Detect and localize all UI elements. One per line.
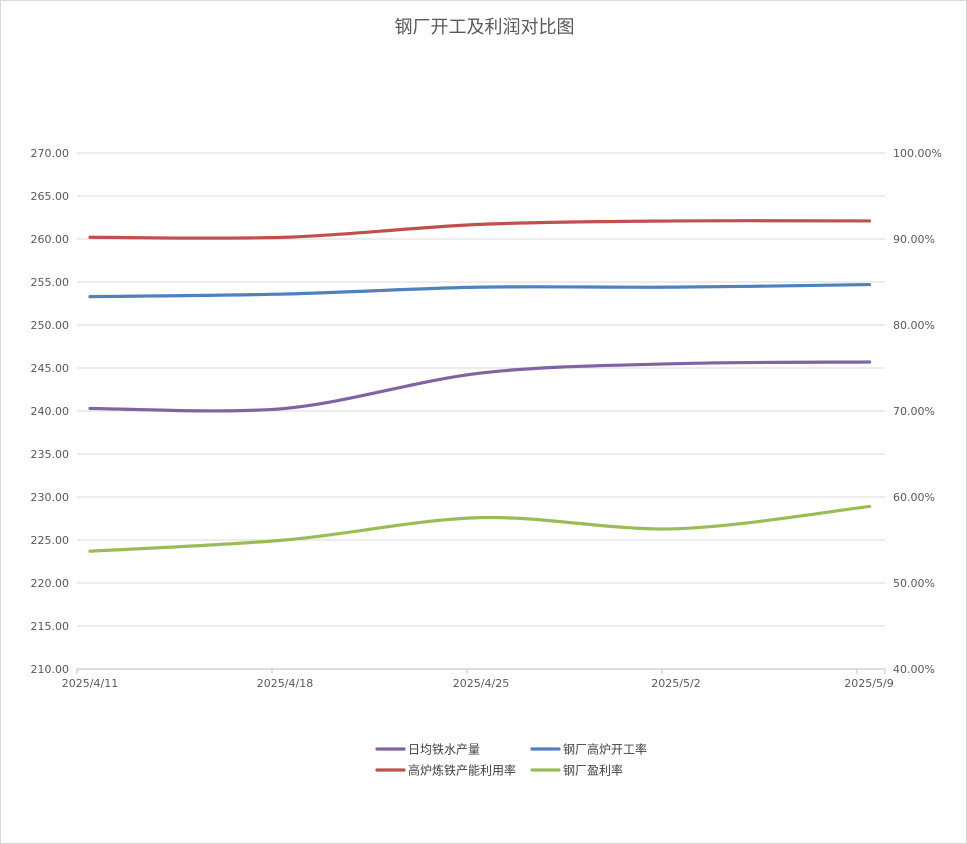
- legend-label: 钢厂盈利率: [563, 763, 623, 778]
- series-line: [88, 282, 872, 299]
- series-line: [88, 219, 872, 240]
- legend-item: 钢厂高炉开工率: [530, 742, 647, 757]
- x-tick-label: 2025/5/2: [651, 677, 700, 690]
- y-left-tick-label: 250.00: [31, 319, 70, 332]
- y-right-tick-label: 90.00%: [893, 233, 935, 246]
- y-right-tick-label: 40.00%: [893, 663, 935, 676]
- series-line: [88, 504, 872, 553]
- y-left-tick-label: 220.00: [31, 577, 70, 590]
- y-left-tick-label: 210.00: [31, 663, 70, 676]
- grid-layer: [77, 152, 885, 627]
- chart-title: 钢厂开工及利润对比图: [394, 17, 575, 38]
- y-left-tick-label: 225.00: [31, 534, 70, 547]
- y-left-tick-label: 230.00: [31, 491, 70, 504]
- y-left-tick-label: 255.00: [31, 276, 70, 289]
- y-right-tick-label: 70.00%: [893, 405, 935, 418]
- legend-label: 日均铁水产量: [408, 743, 480, 757]
- legend-label: 钢厂高炉开工率: [563, 742, 647, 757]
- x-tick-label: 2025/5/9: [844, 677, 893, 690]
- y-left-tick-label: 245.00: [31, 362, 70, 375]
- y-right-tick-label: 50.00%: [893, 577, 935, 590]
- x-tick-label: 2025/4/18: [257, 677, 313, 690]
- legend-label: 高炉炼铁产能利用率: [408, 763, 516, 778]
- x-tick-label: 2025/4/25: [453, 677, 509, 690]
- y-left-tick-label: 270.00: [31, 147, 70, 160]
- series-layer: [88, 219, 872, 553]
- legend-item: 高炉炼铁产能利用率: [375, 763, 516, 778]
- y-right-tick-label: 60.00%: [893, 491, 935, 504]
- y-left-tick-label: 265.00: [31, 190, 70, 203]
- y-left-tick-label: 215.00: [31, 620, 70, 633]
- x-tick-label: 2025/4/11: [62, 677, 118, 690]
- axis-layer: 210.00 215.00 220.00 225.00 230.00 235.00 240.…: [31, 147, 942, 690]
- y-right-tick-label: 100.00%: [893, 147, 942, 160]
- y-left-tick-label: 260.00: [31, 233, 70, 246]
- y-right-tick-label: 80.00%: [893, 319, 935, 332]
- legend-item: 钢厂盈利率: [530, 763, 623, 778]
- y-left-tick-label: 240.00: [31, 405, 70, 418]
- legend-item: 日均铁水产量: [375, 743, 480, 757]
- series-line: [88, 360, 872, 413]
- y-left-tick-label: 235.00: [31, 448, 70, 461]
